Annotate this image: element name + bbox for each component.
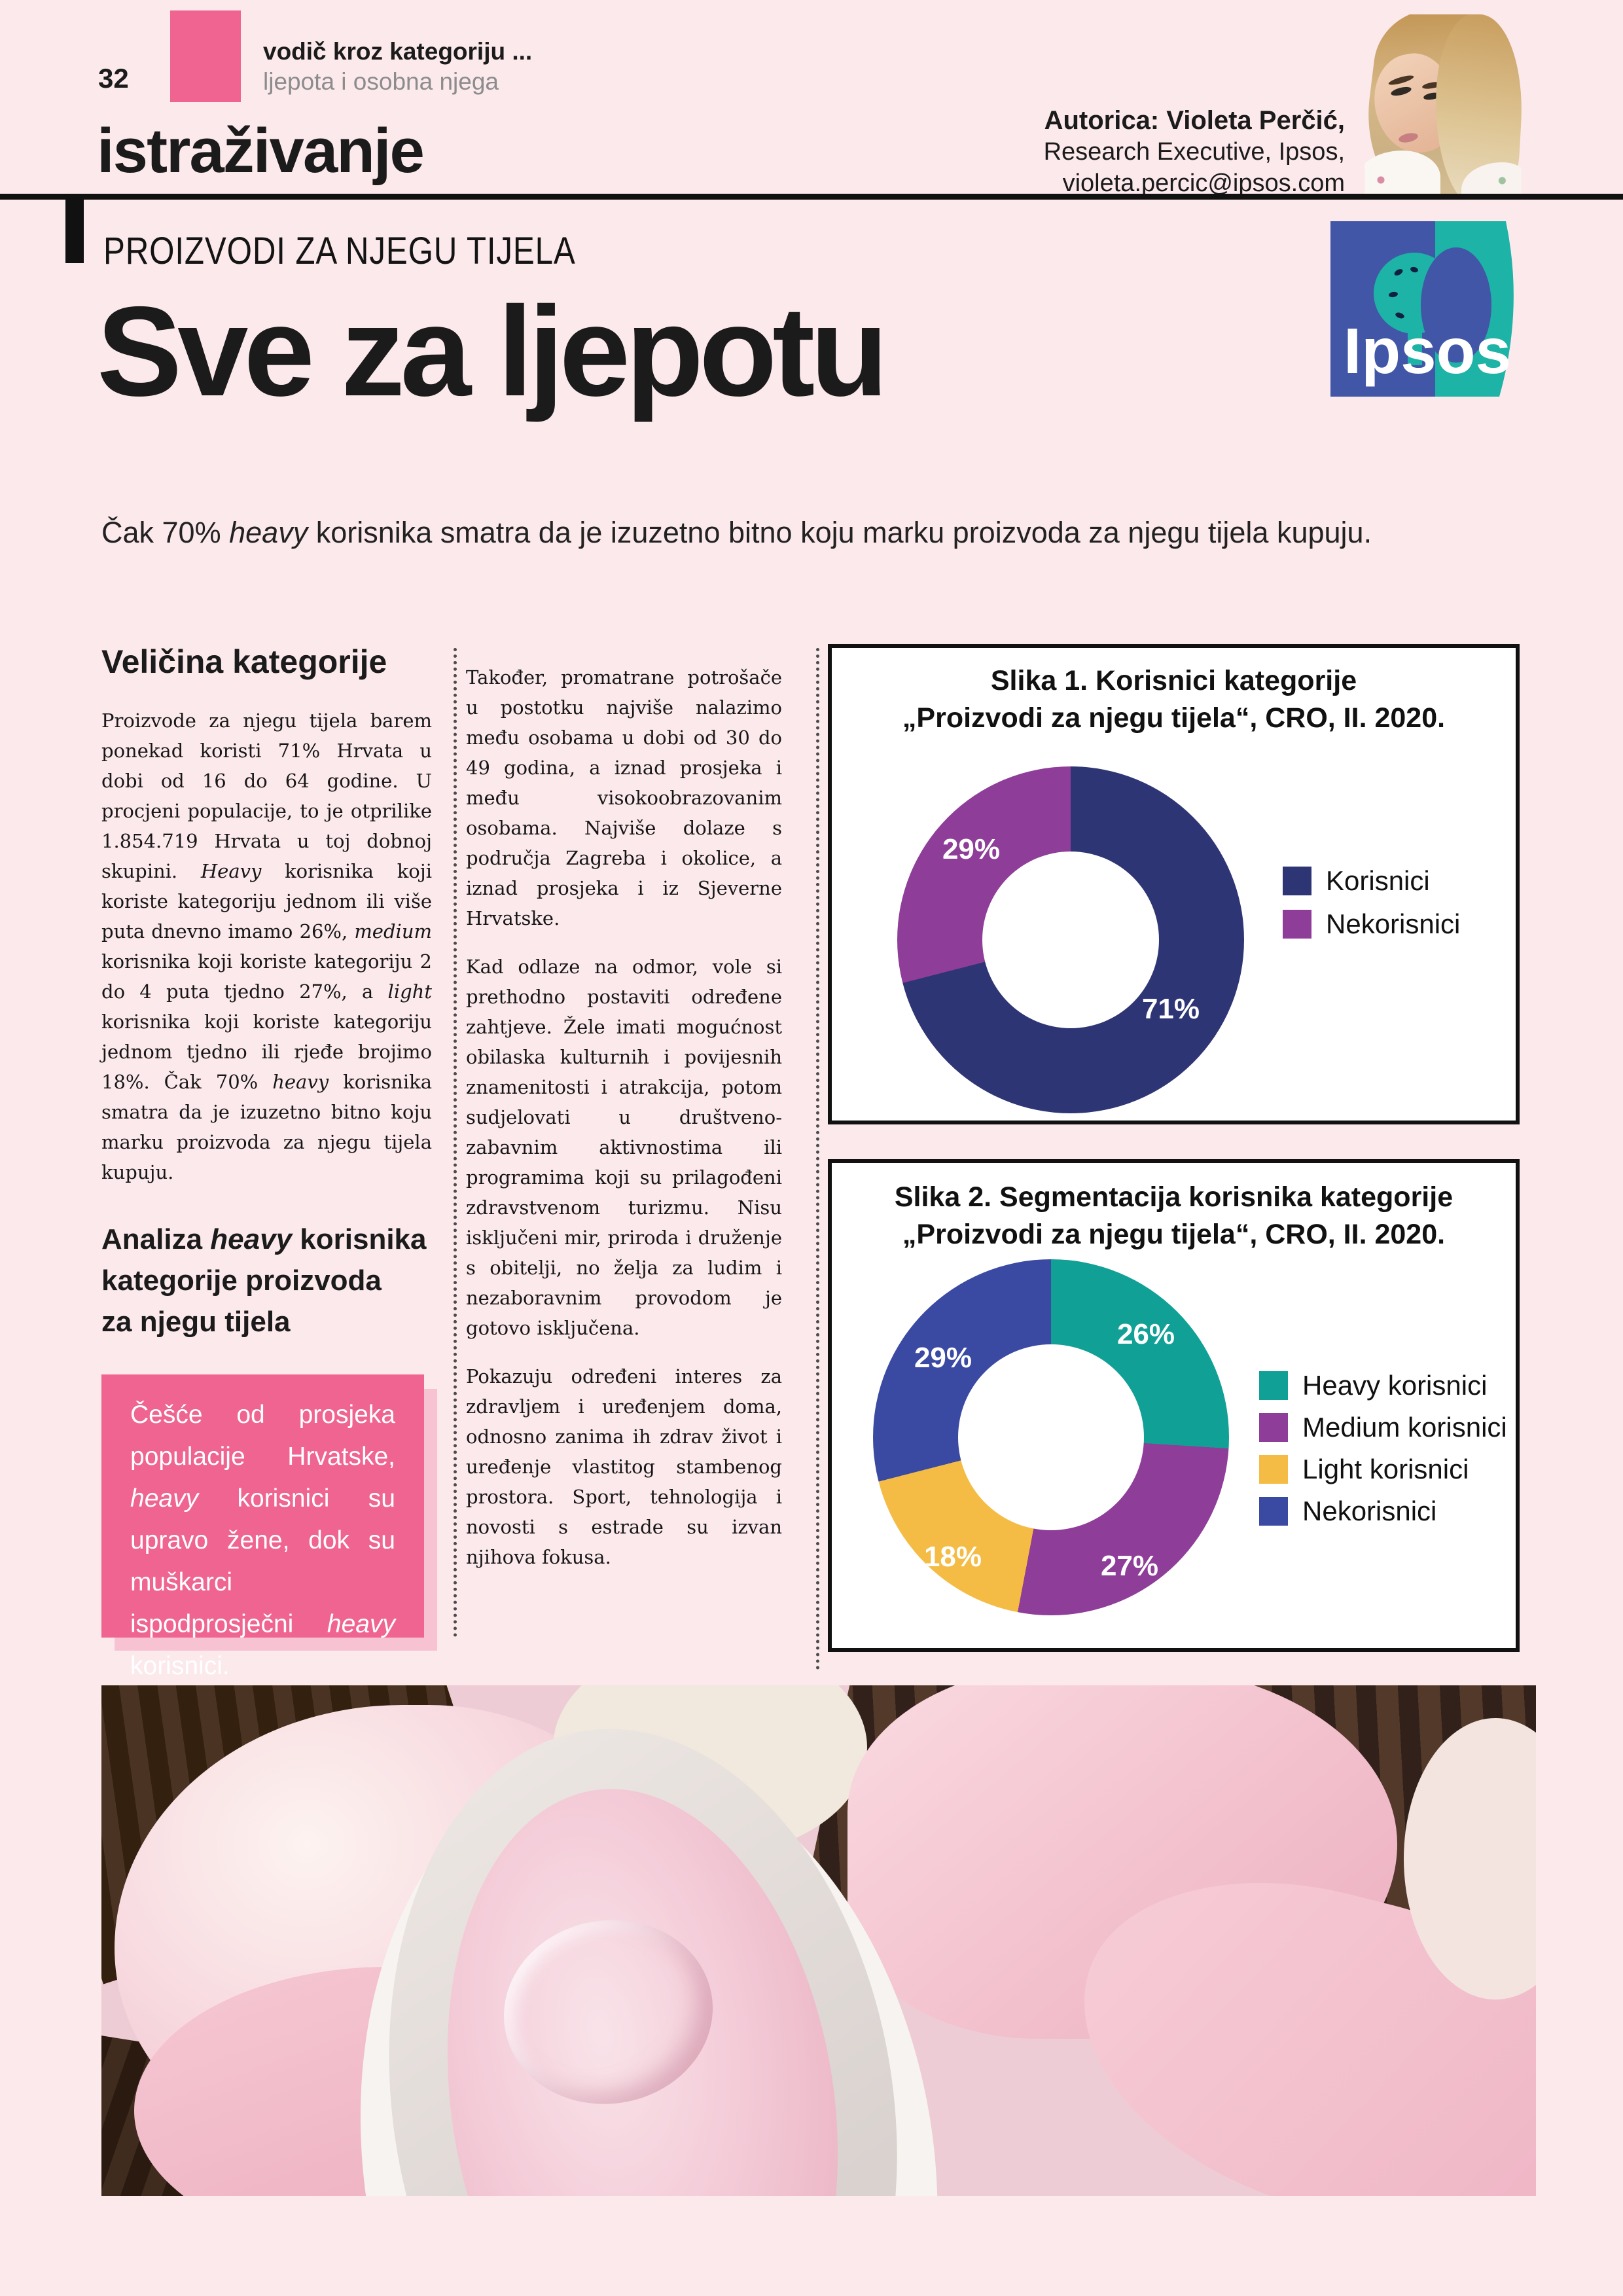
kicker-subtitle: ljepota i osobna njega xyxy=(263,68,499,95)
header-rule-bar xyxy=(65,194,84,263)
slice-label: 29% xyxy=(914,1342,972,1374)
chart-2-title-line1: Slika 2. Segmentacija korisnika kategori… xyxy=(894,1181,1454,1213)
middle-column-body: Također, promatrane potrošače u postotku… xyxy=(466,662,782,1590)
page-number: 32 xyxy=(98,63,129,94)
page-title: Sve za ljepotu xyxy=(97,280,888,423)
legend-item: Korisnici xyxy=(1283,865,1430,897)
category-label: PROIZVODI ZA NJEGU TIJELA xyxy=(103,230,576,272)
legend-item: Medium korisnici xyxy=(1259,1412,1507,1443)
author-blouse xyxy=(1461,162,1522,195)
paragraph: Pokazuju određeni interes za zdravljem i… xyxy=(466,1365,782,1568)
legend-swatch xyxy=(1283,867,1311,895)
legend-swatch xyxy=(1259,1371,1288,1400)
kicker-accent-rect xyxy=(170,10,241,102)
column-divider xyxy=(454,648,457,1638)
legend-item: Nekorisnici xyxy=(1283,908,1460,940)
header-rule xyxy=(0,194,1623,200)
chart-figure-1: Slika 1. Korisnici kategorije „Proizvodi… xyxy=(828,644,1520,1124)
paragraph: Kad odlaze na odmor, vole si prethodno p… xyxy=(466,956,782,1339)
legend-label: Light korisnici xyxy=(1302,1454,1469,1484)
callout-box: Češće od prosjeka populacije Hrvatske, h… xyxy=(101,1374,424,1680)
left-column-heading: Veličina kategorije xyxy=(101,643,387,680)
legend-swatch xyxy=(1259,1455,1288,1484)
legend-swatch xyxy=(1259,1497,1288,1526)
left-column-body: Proizvode za njegu tijela barem ponekad … xyxy=(101,709,432,1183)
author-photo xyxy=(1364,14,1522,195)
slice-label: 26% xyxy=(1116,1318,1175,1350)
legend-label: Heavy korisnici xyxy=(1302,1370,1488,1401)
subheading-line: Analiza heavy korisnika xyxy=(101,1223,427,1255)
author-blouse xyxy=(1364,151,1440,195)
legend-item: Heavy korisnici xyxy=(1259,1370,1487,1401)
legend-label: Nekorisnici xyxy=(1302,1496,1437,1526)
slice-label: 27% xyxy=(1100,1550,1159,1582)
slice-label: 29% xyxy=(942,833,1001,865)
chart-figure-2: Slika 2. Segmentacija korisnika kategori… xyxy=(828,1159,1520,1652)
legend-item: Light korisnici xyxy=(1259,1454,1469,1485)
lead-paragraph: Čak 70% heavy korisnika smatra da je izu… xyxy=(101,516,1372,549)
chart-2-title-line2: „Proizvodi za njegu tijela“, CRO, II. 20… xyxy=(902,1219,1446,1250)
legend-swatch xyxy=(1283,910,1311,939)
column-divider xyxy=(816,648,819,1670)
cream-jar-photo xyxy=(101,1685,1536,2196)
ipsos-logo: Ipsos xyxy=(1330,221,1514,397)
section-title: istraživanje xyxy=(97,116,425,186)
author-block: Autorica: Violeta Perčić, Research Execu… xyxy=(1044,105,1345,199)
paragraph: Također, promatrane potrošače u postotku… xyxy=(466,666,782,929)
left-column-subheading: Analiza heavy korisnika kategorije proiz… xyxy=(101,1219,426,1342)
legend-item: Nekorisnici xyxy=(1259,1496,1436,1527)
subheading-line: kategorije proizvoda xyxy=(101,1265,382,1297)
author-name: Autorica: Violeta Perčić, xyxy=(1044,106,1345,135)
ipsos-logo-text: Ipsos xyxy=(1344,315,1511,387)
chart-1-title-line1: Slika 1. Korisnici kategorije xyxy=(990,665,1357,696)
kicker-title: vodič kroz kategoriju ... xyxy=(263,38,533,65)
legend-label: Nekorisnici xyxy=(1326,908,1461,939)
slice-label: 71% xyxy=(1141,993,1200,1025)
chart-1-title-line2: „Proizvodi za njegu tijela“, CRO, II. 20… xyxy=(902,702,1446,734)
donut-chart-2 xyxy=(873,1259,1229,1615)
legend-label: Medium korisnici xyxy=(1302,1412,1507,1443)
logo-face-profile xyxy=(1421,247,1491,363)
donut-chart-1 xyxy=(897,766,1244,1113)
subheading-line: za njegu tijela xyxy=(101,1306,291,1338)
author-email: violeta.percic@ipsos.com xyxy=(1062,170,1345,197)
legend-swatch xyxy=(1259,1413,1288,1442)
legend-label: Korisnici xyxy=(1326,865,1430,896)
slice-label: 18% xyxy=(923,1541,982,1573)
author-role: Research Executive, Ipsos, xyxy=(1043,138,1345,166)
